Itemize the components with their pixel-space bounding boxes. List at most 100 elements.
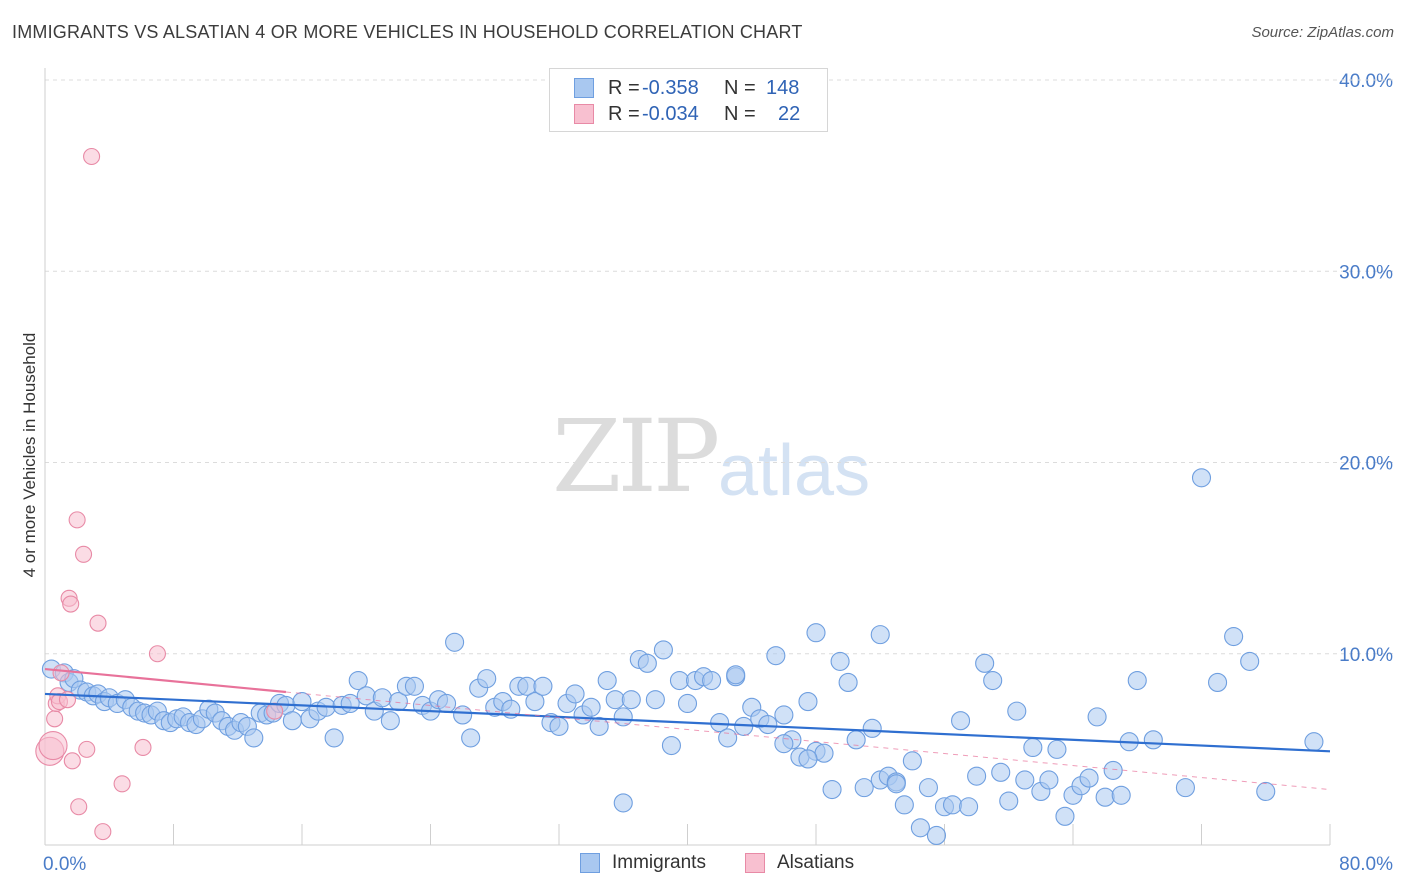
data-point-immigrants: [1111, 785, 1131, 805]
legend-n-label: N =: [724, 102, 756, 125]
data-point-immigrants: [798, 749, 818, 769]
data-point-immigrants: [862, 718, 882, 738]
legend-label-immigrants: Immigrants: [612, 852, 706, 873]
data-point-alsatians: [94, 823, 112, 841]
data-point-alsatians: [38, 730, 68, 761]
legend-r-label: R =: [608, 102, 640, 125]
data-point-immigrants: [798, 692, 818, 712]
data-point-immigrants: [999, 791, 1019, 811]
data-point-immigrants: [445, 632, 465, 652]
data-point-immigrants: [806, 623, 826, 643]
data-point-immigrants: [942, 795, 963, 815]
legend-swatch-immigrants: [574, 78, 594, 98]
data-point-immigrants: [870, 625, 890, 645]
data-point-alsatians: [89, 614, 107, 632]
data-point-immigrants: [461, 728, 481, 748]
legend-swatch-immigrants: [580, 853, 600, 873]
data-point-alsatians: [266, 702, 284, 720]
data-point-immigrants: [758, 714, 778, 735]
data-point-immigrants: [549, 716, 569, 736]
data-point-immigrants: [814, 743, 834, 763]
data-point-immigrants: [1023, 737, 1043, 758]
data-point-immigrants: [1007, 701, 1027, 721]
legend-item-immigrants[interactable]: Immigrants: [580, 852, 706, 874]
data-point-immigrants: [661, 735, 681, 756]
data-point-immigrants: [830, 651, 850, 671]
legend-label-alsatians: Alsatians: [777, 852, 855, 873]
data-point-immigrants: [437, 693, 457, 714]
legend-n-value: 148: [766, 76, 800, 99]
data-point-immigrants: [613, 707, 633, 727]
data-point-immigrants: [838, 672, 858, 692]
y-tick-label: 10.0%: [1339, 645, 1393, 666]
data-point-immigrants: [677, 693, 698, 714]
data-point-immigrants: [702, 670, 722, 691]
data-point-immigrants: [645, 690, 665, 710]
data-point-immigrants: [282, 711, 302, 731]
data-point-immigrants: [589, 716, 609, 736]
data-point-immigrants: [967, 766, 987, 786]
legend-item-alsatians[interactable]: Alsatians: [745, 852, 854, 874]
x-tick-label: 80.0%: [1339, 854, 1393, 875]
data-point-alsatians: [68, 511, 86, 529]
data-point-immigrants: [1079, 768, 1099, 788]
data-point-immigrants: [894, 795, 914, 815]
legend-r-value: -0.358: [642, 76, 699, 99]
series-legend: Immigrants Alsatians: [0, 852, 1406, 878]
data-point-immigrants: [951, 711, 971, 731]
data-point-immigrants: [959, 797, 979, 817]
data-point-immigrants: [918, 778, 938, 798]
data-point-alsatians: [148, 645, 166, 663]
data-point-immigrants: [1256, 781, 1276, 802]
data-point-immigrants: [1208, 672, 1228, 692]
data-point-immigrants: [525, 692, 545, 712]
legend-row-alsatians: R = -0.034 N = 22: [574, 101, 800, 127]
data-point-immigrants: [846, 730, 866, 750]
data-point-immigrants: [926, 825, 947, 845]
data-point-alsatians: [52, 664, 70, 682]
data-point-immigrants: [718, 728, 738, 748]
data-point-alsatians: [70, 798, 88, 816]
data-point-immigrants: [565, 684, 585, 704]
watermark-zip: ZIP: [552, 398, 720, 515]
data-point-immigrants: [1039, 770, 1059, 790]
data-point-immigrants: [380, 711, 400, 731]
data-point-alsatians: [78, 740, 96, 758]
legend-n-label: N =: [724, 76, 756, 99]
legend-row-immigrants: R = -0.358 N = 148: [574, 75, 799, 101]
source-label: Source: ZipAtlas.com: [1251, 24, 1394, 41]
data-point-immigrants: [774, 705, 794, 725]
data-point-immigrants: [983, 670, 1003, 691]
data-point-immigrants: [404, 676, 424, 696]
data-point-immigrants: [348, 670, 368, 691]
legend-r-value: -0.034: [642, 102, 699, 125]
legend-r-label: R =: [608, 76, 640, 99]
data-point-immigrants: [1095, 787, 1115, 807]
data-point-immigrants: [669, 670, 690, 691]
data-point-immigrants: [1191, 468, 1212, 488]
watermark-atlas: atlas: [718, 431, 871, 511]
data-point-alsatians: [75, 545, 93, 563]
legend-swatch-alsatians: [745, 853, 765, 873]
legend-swatch-alsatians: [574, 104, 594, 124]
data-point-immigrants: [726, 665, 746, 685]
data-point-alsatians: [113, 775, 131, 793]
data-point-immigrants: [910, 818, 930, 838]
data-point-immigrants: [1127, 670, 1147, 691]
data-point-immigrants: [766, 646, 786, 666]
data-point-alsatians: [62, 595, 80, 613]
data-point-immigrants: [372, 688, 392, 708]
y-tick-label: 30.0%: [1339, 262, 1393, 283]
data-point-immigrants: [597, 670, 617, 691]
data-point-immigrants: [453, 705, 473, 725]
data-point-alsatians: [83, 147, 101, 166]
data-point-immigrants: [1103, 760, 1123, 780]
data-point-immigrants: [1304, 732, 1324, 752]
data-point-immigrants: [1240, 651, 1260, 671]
data-point-immigrants: [1047, 739, 1067, 759]
trendline-alsatians-extension: [285, 691, 1331, 791]
chart-title: IMMIGRANTS VS ALSATIAN 4 OR MORE VEHICLE…: [12, 22, 803, 42]
data-point-immigrants: [292, 692, 312, 712]
data-point-immigrants: [613, 793, 633, 813]
